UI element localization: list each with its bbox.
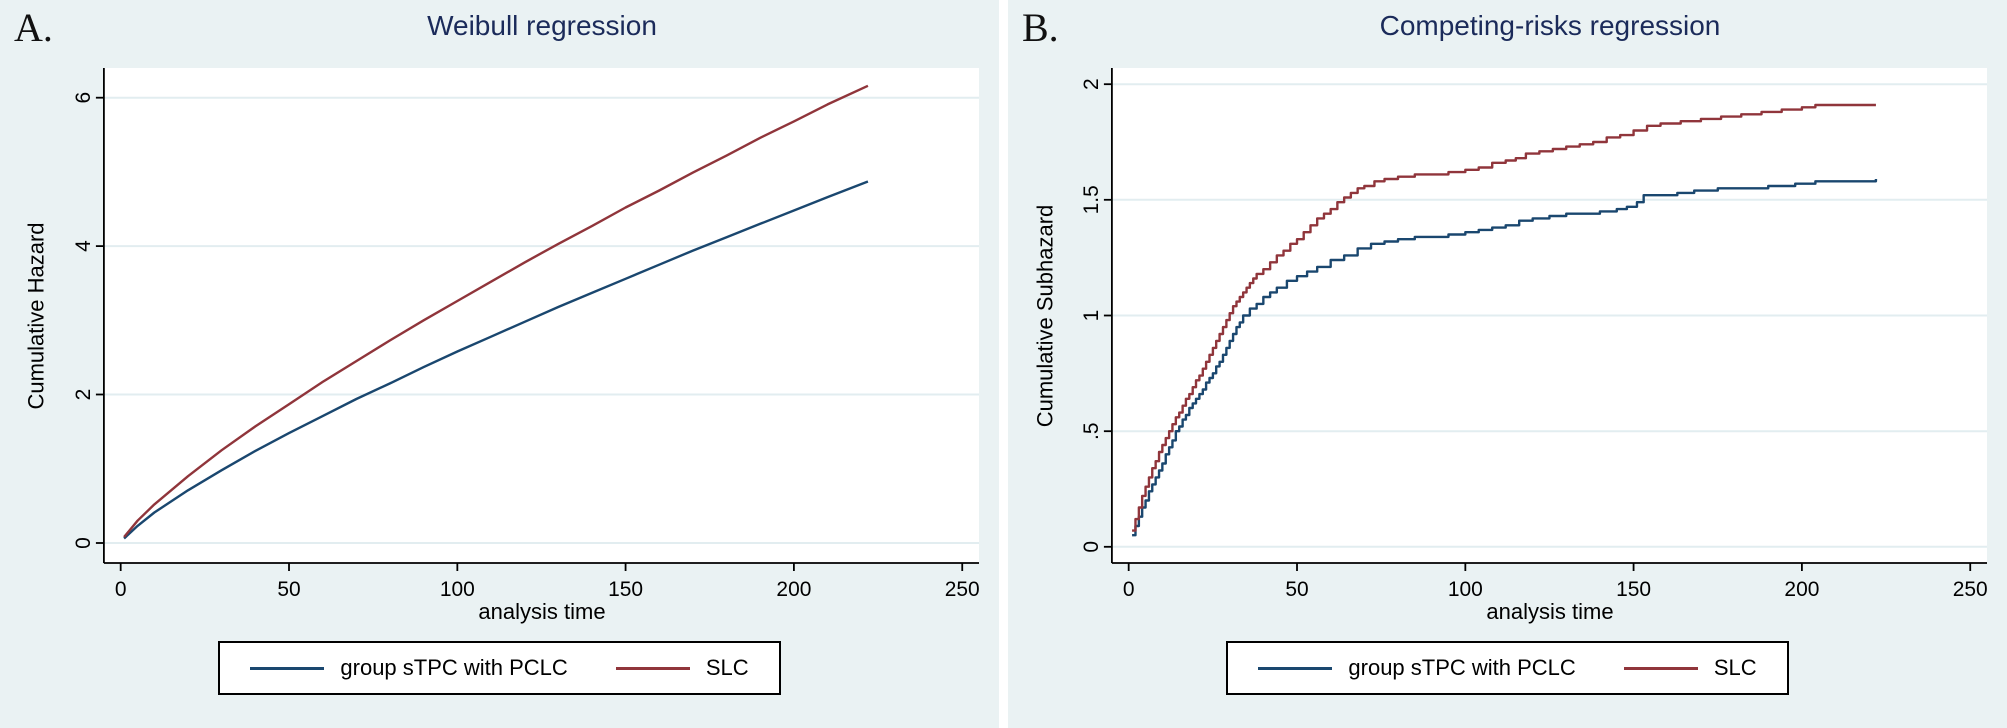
legend: group sTPC with PCLC SLC <box>218 641 781 695</box>
x-tick-label: 250 <box>1953 578 1988 601</box>
x-tick-label: 0 <box>115 578 127 601</box>
x-tick-label: 100 <box>440 578 475 601</box>
x-axis-label: analysis time <box>478 599 606 624</box>
y-axis-label: Cumulative Subhazard <box>1032 204 1058 427</box>
plot-area-weibull: 0 2 4 6 0 50 100 150 200 250 <box>72 68 980 601</box>
y-axis-label: Cumulative Hazard <box>24 221 50 410</box>
legend-entry: SLC <box>615 655 749 681</box>
legend-line-sample <box>1623 666 1698 670</box>
x-tick-label: 100 <box>1448 578 1483 601</box>
y-tick-label: 6 <box>72 92 95 104</box>
series-line <box>123 84 869 538</box>
panel-label-a: A. <box>14 5 53 50</box>
panel-label-b: B. <box>1022 5 1059 50</box>
y-tick-label: 4 <box>72 240 95 252</box>
x-tick-label: 200 <box>1784 578 1819 601</box>
y-axis-label-wrap: Cumulative Hazard <box>6 68 68 563</box>
x-tick-label: 50 <box>1285 578 1308 601</box>
y-tick-label: 2 <box>72 389 95 401</box>
y-tick-label: 1.5 <box>1080 185 1103 214</box>
x-tick-label: 50 <box>277 578 300 601</box>
legend-row: group sTPC with PCLC SLC <box>0 641 999 695</box>
y-tick-label: 0 <box>1080 541 1103 553</box>
legend-entry: group sTPC with PCLC <box>1258 655 1576 681</box>
x-tick-label: 150 <box>1616 578 1651 601</box>
legend-line-sample <box>250 666 325 670</box>
y-tick-label: 2 <box>1080 78 1103 90</box>
legend: group sTPC with PCLC SLC <box>1226 641 1789 695</box>
x-tick-label: 150 <box>608 578 643 601</box>
legend-label: SLC <box>1713 655 1757 680</box>
chart-title-weibull: Weibull regression <box>427 10 657 41</box>
panel-weibull-regression: A. Weibull regression Cumulative Hazard … <box>0 0 999 728</box>
x-tick-label: 0 <box>1123 578 1135 601</box>
legend-label: group sTPC with PCLC <box>1348 655 1576 680</box>
plot-area-competing-risks: 0 .5 1 1.5 2 0 50 100 150 200 250 <box>1080 68 1988 601</box>
y-tick-label: 1 <box>1080 310 1103 322</box>
legend-label: SLC <box>705 655 749 680</box>
series-line <box>123 180 869 540</box>
y-tick-label: .5 <box>1080 422 1103 440</box>
series-line <box>1132 103 1876 532</box>
x-axis-label: analysis time <box>1486 599 1614 624</box>
legend-row: group sTPC with PCLC SLC <box>1008 641 2007 695</box>
x-tick-label: 200 <box>776 578 811 601</box>
y-tick-label: 0 <box>72 537 95 549</box>
legend-label: group sTPC with PCLC <box>340 655 568 680</box>
legend-entry: group sTPC with PCLC <box>250 655 568 681</box>
panel-competing-risks-regression: B. Competing-risks regression Cumulative… <box>1008 0 2007 728</box>
chart-title-competing-risks: Competing-risks regression <box>1379 10 1721 41</box>
legend-line-sample <box>1258 666 1333 670</box>
x-tick-label: 250 <box>945 578 980 601</box>
legend-entry: SLC <box>1623 655 1757 681</box>
series-line <box>1132 179 1878 537</box>
legend-line-sample <box>615 666 690 670</box>
y-axis-label-wrap: Cumulative Subhazard <box>1014 68 1076 563</box>
